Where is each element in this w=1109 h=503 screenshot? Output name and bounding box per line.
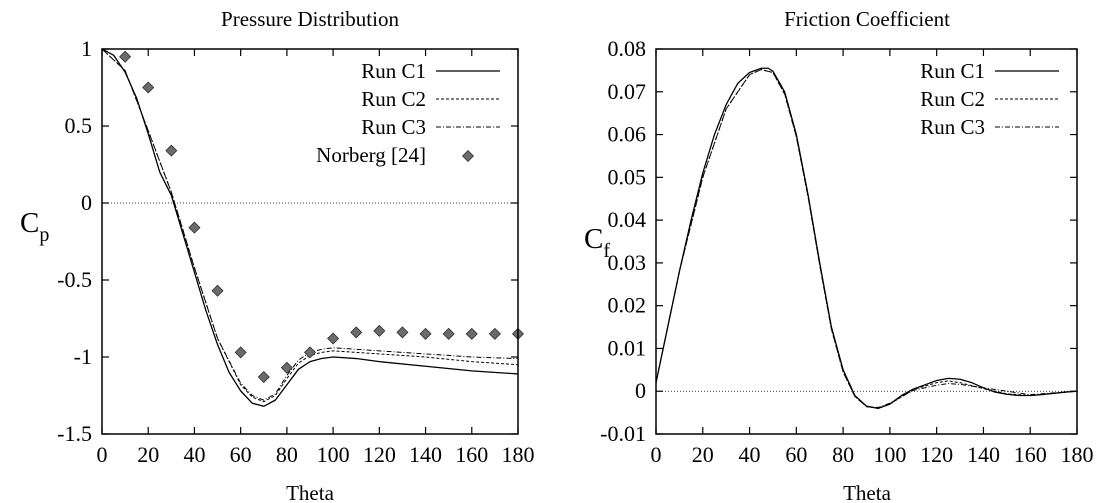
y-axis-label-main: C	[584, 223, 603, 255]
x-tick-label: 180	[1061, 442, 1094, 467]
y-tick-label: 0.02	[608, 293, 647, 318]
y-tick-label: -1.5	[57, 421, 92, 446]
y-tick-label: 0.5	[65, 113, 93, 138]
legend-entry-norberg: Norberg [24]	[316, 143, 474, 167]
legend-label: Run C3	[361, 115, 426, 139]
legend-label: Run C2	[361, 87, 426, 111]
y-tick-label: 0.06	[608, 122, 647, 147]
x-tick-label: 120	[363, 442, 396, 467]
x-tick-label: 60	[785, 442, 807, 467]
x-tick-label: 180	[502, 442, 535, 467]
series-line-run-c1	[101, 48, 519, 407]
series-group	[101, 48, 524, 407]
y-tick-label: -0.01	[600, 421, 646, 446]
legend-entry-run-c2: Run C2	[920, 87, 1059, 111]
legend-label: Run C3	[920, 115, 985, 139]
x-tick-label: 40	[183, 442, 205, 467]
y-axis-label: Cf	[584, 223, 610, 262]
data-point-marker	[488, 327, 501, 340]
series-line-run-c3	[655, 69, 1078, 408]
x-tick-label: 140	[409, 442, 442, 467]
axis-ticks: 0 20 40 60 80 100 120 140 160 180 0.08 0.07 0.06 0.05…	[600, 36, 1093, 467]
y-tick-label: 0.07	[608, 79, 647, 104]
data-point-marker	[234, 346, 247, 359]
legend-entry-run-c3: Run C3	[920, 115, 1059, 139]
data-point-marker	[165, 144, 178, 157]
legend-entry-run-c1: Run C1	[920, 59, 1059, 83]
data-point-marker	[373, 324, 386, 337]
x-tick-label: 100	[317, 442, 350, 467]
data-point-marker	[280, 361, 293, 374]
chart-pressure-distribution: Pressure Distribution Theta Cp 0 20 40 60 80…	[20, 7, 535, 503]
data-point-marker	[465, 327, 478, 340]
legend-swatch-diamond-marker	[462, 150, 474, 162]
legend: Run C1 Run C2 Run C3	[920, 59, 1059, 139]
x-tick-label: 160	[455, 442, 488, 467]
y-tick-label: 0	[635, 378, 646, 403]
x-tick-label: 20	[692, 442, 714, 467]
y-tick-label: 0.05	[608, 164, 647, 189]
data-point-marker	[211, 284, 224, 297]
y-tick-label: 0	[81, 190, 92, 215]
plot-frame	[101, 48, 519, 435]
series-line-run-c3	[101, 48, 519, 401]
y-tick-label: 0.08	[608, 36, 647, 61]
data-point-marker	[442, 327, 455, 340]
y-tick-label: 0.03	[608, 250, 647, 275]
legend: Run C1 Run C2 Run C3 Norberg [24]	[316, 59, 500, 167]
x-tick-label: 60	[230, 442, 252, 467]
y-tick-label: -1	[74, 344, 92, 369]
y-tick-label: 0.04	[608, 207, 647, 232]
x-tick-label: 0	[97, 442, 108, 467]
legend-label: Run C2	[920, 87, 985, 111]
legend-label: Norberg [24]	[316, 143, 426, 167]
legend-entry-run-c3: Run C3	[361, 115, 500, 139]
x-tick-label: 160	[1014, 442, 1047, 467]
legend-label: Run C1	[920, 59, 985, 83]
x-tick-label: 120	[920, 442, 953, 467]
chart-friction-coefficient: Friction Coefficient Theta Cf 0 20 40 60 80 1…	[584, 7, 1094, 503]
y-axis-label-subscript: f	[603, 240, 610, 262]
data-point-marker	[396, 326, 409, 339]
data-point-marker	[419, 327, 432, 340]
data-point-marker	[142, 81, 155, 94]
y-tick-label: 1	[81, 36, 92, 61]
x-tick-label: 20	[137, 442, 159, 467]
x-tick-label: 100	[873, 442, 906, 467]
series-group	[655, 67, 1078, 409]
data-point-marker	[327, 332, 340, 345]
x-tick-label: 80	[832, 442, 854, 467]
data-point-marker	[119, 50, 132, 63]
data-point-marker	[350, 326, 363, 339]
series-norberg-24	[119, 50, 524, 384]
legend-entry-run-c2: Run C2	[361, 87, 500, 111]
legend-entry-run-c1: Run C1	[361, 59, 500, 83]
x-axis-label: Theta	[843, 481, 891, 503]
y-tick-label: 0.01	[608, 335, 647, 360]
x-tick-label: 0	[651, 442, 662, 467]
axis-ticks: 0 20 40 60 80 100 120 140 160 180 1 0.5 0 -0.5 -1 -1.5	[57, 36, 534, 467]
series-line-run-c2	[655, 69, 1078, 409]
legend-label: Run C1	[361, 59, 426, 83]
plot-frame	[655, 48, 1078, 435]
y-axis-label: Cp	[20, 207, 49, 246]
chart-title: Pressure Distribution	[221, 7, 399, 31]
data-point-marker	[257, 371, 270, 384]
chart-title: Friction Coefficient	[784, 7, 950, 31]
data-point-marker	[304, 346, 316, 359]
series-line-run-c1	[655, 67, 1078, 409]
y-tick-label: -0.5	[57, 267, 92, 292]
x-tick-label: 80	[276, 442, 298, 467]
y-axis-label-subscript: p	[39, 224, 49, 246]
data-point-marker	[188, 221, 201, 234]
y-axis-label-main: C	[20, 207, 39, 239]
x-tick-label: 140	[967, 442, 1000, 467]
x-axis-label: Theta	[286, 481, 334, 503]
x-tick-label: 40	[739, 442, 761, 467]
